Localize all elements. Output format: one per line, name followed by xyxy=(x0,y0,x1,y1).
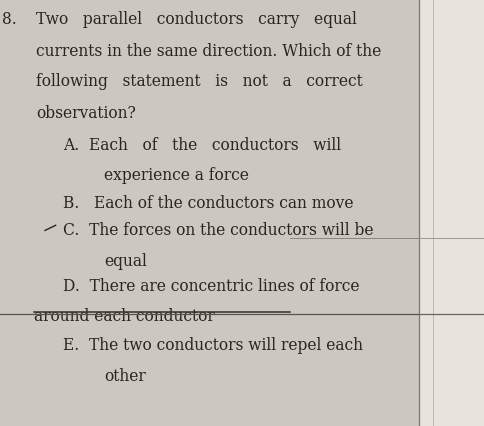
Text: E.  The two conductors will repel each: E. The two conductors will repel each xyxy=(63,337,363,354)
Text: Two   parallel   conductors   carry   equal: Two parallel conductors carry equal xyxy=(36,11,357,28)
Text: experience a force: experience a force xyxy=(104,167,249,184)
Text: A.  Each   of   the   conductors   will: A. Each of the conductors will xyxy=(63,136,341,153)
Text: observation?: observation? xyxy=(36,104,136,121)
Text: C.  The forces on the conductors will be: C. The forces on the conductors will be xyxy=(63,222,374,239)
Text: currents in the same direction. Which of the: currents in the same direction. Which of… xyxy=(36,43,381,60)
Text: equal: equal xyxy=(104,252,147,269)
Text: other: other xyxy=(104,367,146,384)
Text: following   statement   is   not   a   correct: following statement is not a correct xyxy=(36,73,363,90)
Text: around each conductor: around each conductor xyxy=(34,308,214,325)
Text: B.   Each of the conductors can move: B. Each of the conductors can move xyxy=(63,195,353,212)
Text: D.  There are concentric lines of force: D. There are concentric lines of force xyxy=(63,278,360,295)
Bar xyxy=(419,0,484,426)
Text: 8.: 8. xyxy=(2,11,17,28)
